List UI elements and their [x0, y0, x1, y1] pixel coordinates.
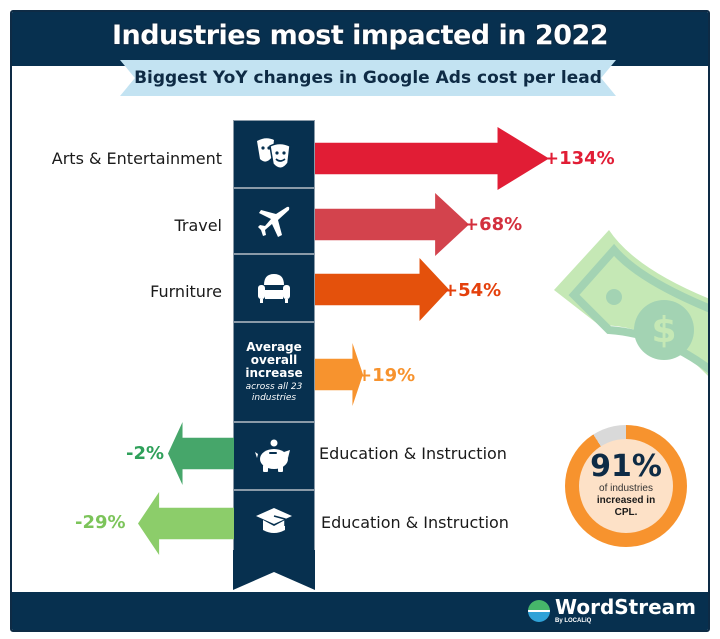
ribbon-cell-finance — [233, 422, 315, 490]
footer-bar: WordStream By LOCALiQ — [12, 592, 708, 630]
header-bar: Industries most impacted in 2022 — [12, 12, 708, 66]
infographic-frame: Industries most impacted in 2022 Biggest… — [10, 10, 710, 632]
ribbon-cell-arts — [233, 120, 315, 188]
theater-masks-icon — [257, 138, 291, 169]
icon-ribbon: Average overall increase across all 23 i… — [233, 120, 315, 590]
industry-label-arts: Arts & Entertainment — [51, 149, 222, 168]
ribbon-cell-travel — [233, 188, 315, 254]
brand-sub: By LOCALiQ — [555, 618, 592, 624]
ribbon-tail — [233, 550, 315, 590]
value-travel: +68% — [464, 214, 523, 235]
stat-caption-line1: of industries — [599, 483, 653, 494]
dollar-bill-icon: $ — [554, 230, 708, 377]
page-title: Industries most impacted in 2022 — [111, 20, 609, 51]
airplane-icon — [258, 206, 290, 237]
bar-education — [138, 492, 234, 555]
value-arts: +134% — [544, 148, 615, 169]
value-education: -29% — [75, 512, 126, 533]
bar-arts — [315, 127, 549, 190]
ribbon-cell-average: Average overall increase across all 23 i… — [233, 322, 315, 422]
stat-caption-line3: CPL. — [614, 507, 638, 518]
wordstream-logo: WordStream By LOCALiQ — [528, 597, 696, 624]
svg-text:$: $ — [651, 310, 676, 351]
industry-label-finance: Education & Instruction — [319, 444, 507, 463]
industry-label-education: Education & Instruction — [321, 513, 509, 532]
piggy-bank-icon — [255, 439, 290, 472]
brand-name: WordStream — [555, 595, 696, 619]
bar-travel — [315, 193, 469, 256]
ribbon-cell-education — [233, 490, 315, 552]
bar-finance — [168, 422, 234, 485]
industry-label-furniture: Furniture — [150, 282, 222, 301]
bar-furniture — [315, 258, 449, 321]
average-caption: Average overall increase across all 23 i… — [245, 339, 303, 403]
stat-donut: 91% of industries increased in CPL. — [565, 425, 687, 547]
stat-donut-center: 91% of industries increased in CPL. — [579, 439, 673, 533]
bar-average — [315, 343, 363, 406]
ribbon-cell-furniture — [233, 254, 315, 322]
value-finance: -2% — [126, 443, 165, 464]
armchair-icon — [258, 274, 290, 303]
stat-percent: 91% — [590, 449, 662, 484]
wordstream-wave-icon — [528, 599, 550, 622]
stat-caption-line2: increased in — [596, 495, 656, 506]
value-furniture: +54% — [443, 280, 502, 301]
value-average: +19% — [357, 365, 416, 386]
subtitle-banner — [120, 60, 616, 96]
subtitle: Biggest YoY changes in Google Ads cost p… — [134, 68, 602, 88]
graduation-cap-icon — [256, 508, 292, 533]
industry-label-travel: Travel — [174, 216, 222, 235]
